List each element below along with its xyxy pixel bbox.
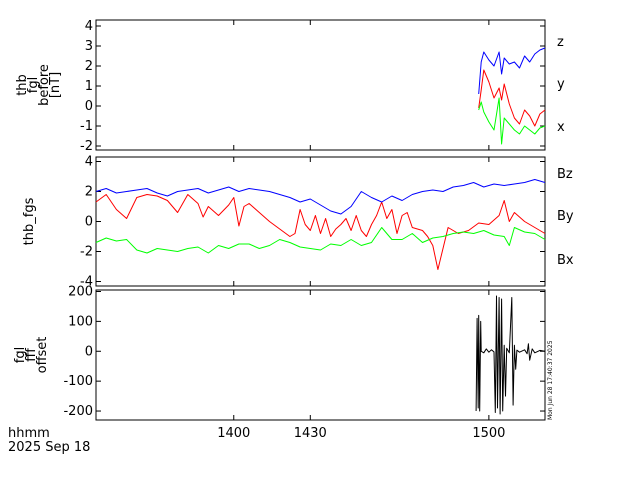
y-tick-label: 2 [85,59,93,74]
y-tick-label: 0 [85,344,93,359]
series-line-Bz [95,194,546,270]
y-tick-label: 0 [85,215,93,230]
panel-fgl-offset: 200 100 0 -100 -200 fglfffoffset [13,284,546,421]
x-axis: 1400 1430 1500 [217,426,505,441]
legend-entry-Bz: Bz [557,167,573,182]
x-tick-label: 1430 [294,426,327,441]
x-tick-label: 1500 [472,426,505,441]
legend-entry-Bx: Bx [557,253,574,268]
legend-entry-x: x [557,120,565,135]
y-axis-label: fglfffoffset [13,337,50,374]
y-tick-label: -4 [80,275,93,290]
y-axis-label-line: thb [15,74,30,96]
y-tick-label: 2 [85,185,93,200]
y-axis-label-line: offset [35,337,50,374]
y-axis-label-line: before [37,64,52,106]
panel-fgl-before: 4 3 2 1 0 -1 -2 thbfglbefore[nT] z y x [15,19,565,154]
x-axis-date: 2025 Sep 18 [8,440,90,455]
x-tick-label: 1400 [217,426,250,441]
legend-entry-y: y [557,77,565,92]
y-tick-label: 200 [68,284,93,299]
y-axis-label-line: fff [24,348,39,362]
series-line-Bx [95,179,546,215]
y-axis-label: thbfglbefore[nT] [15,64,63,106]
y-axis-label-line: thb_fgs [22,197,37,245]
panel-frame [95,19,546,151]
y-axis-label-line: [nT] [48,72,63,98]
series-line-z [478,69,546,127]
series-line-y [478,97,546,145]
y-tick-label: -2 [80,245,93,260]
y-tick-label: -100 [63,374,93,389]
y-tick-label: -2 [80,139,93,154]
y-tick-label: -200 [63,404,93,419]
y-tick-label: 100 [68,314,93,329]
legend-entry-z: z [557,35,564,50]
y-tick-label: -1 [80,119,93,134]
series-line-By [95,227,546,254]
y-axis-label-line: fgl [26,77,41,93]
series-line-x [478,47,546,95]
panel-fgs: 4 2 0 -2 -4 thb_fgs Bz By Bx [22,155,574,290]
y-tick-label: 1 [85,79,93,94]
y-tick-label: 4 [85,19,93,34]
legend-entry-By: By [557,209,574,224]
series-line-offset [475,295,546,415]
y-axis-label-line: fgl [13,347,28,363]
y-tick-label: 4 [85,155,93,170]
y-tick-label: 3 [85,39,93,54]
y-axis-label: thb_fgs [22,197,37,245]
panel-frame [95,156,546,287]
timestamp-stamp: Mon Jun 28 17:40:37 2025 [547,340,554,420]
panel-frame [95,289,546,421]
x-axis-label: hhmm [8,426,50,441]
y-tick-label: 0 [85,99,93,114]
